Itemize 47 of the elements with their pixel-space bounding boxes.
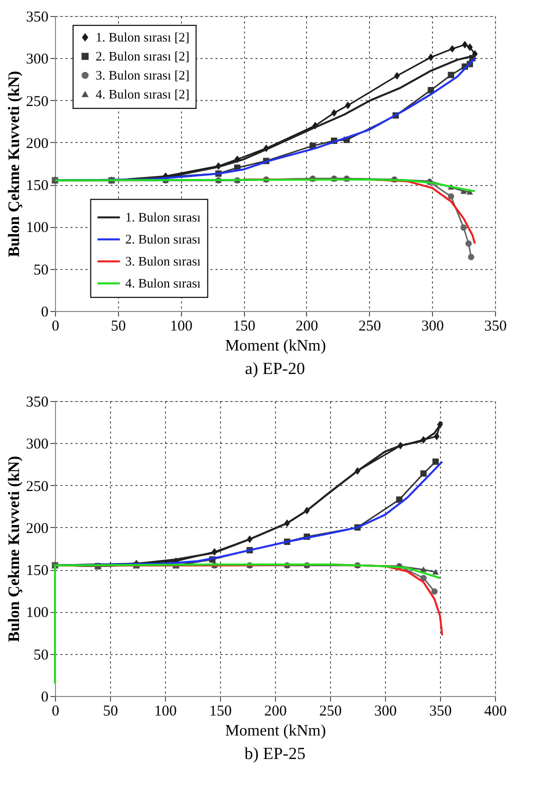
y-tick-label: 150 (26, 563, 48, 580)
y-tick-label: 0 (41, 304, 48, 320)
legend-label: 2. Bulon sırası (125, 231, 202, 246)
x-tick-label: 0 (52, 704, 60, 720)
x-tick-label: 300 (421, 318, 444, 334)
y-tick-label: 200 (26, 136, 48, 152)
x-tick-label: 200 (296, 318, 318, 334)
y-tick-label: 350 (26, 10, 48, 26)
y-tick-label: 100 (26, 605, 48, 622)
x-axis-title: Moment (kNm) (225, 722, 326, 740)
legend-label: 2. Bulon sırası [2] (96, 48, 190, 64)
legend-label: 3. Bulon sırası [2] (96, 67, 190, 82)
x-tick-label: 250 (319, 704, 342, 720)
y-tick-label: 300 (26, 52, 48, 68)
legend-label: 3. Bulon sırası (125, 253, 202, 268)
x-tick-label: 100 (154, 704, 177, 720)
y-tick-label: 50 (34, 262, 48, 278)
x-tick-label: 0 (52, 318, 60, 334)
x-tick-label: 50 (110, 318, 126, 334)
y-tick-label: 300 (26, 436, 48, 453)
y-tick-label: 250 (26, 478, 48, 495)
y-tick-label: 200 (26, 520, 48, 537)
y-axis-title: Bulon Çekme Kuvveti (kN) (6, 456, 23, 642)
y-tick-label: 150 (26, 178, 48, 194)
y-tick-label: 350 (26, 394, 48, 410)
x-tick-label: 300 (374, 704, 397, 720)
legend-label: 1. Bulon sırası [2] (96, 29, 190, 44)
text: b) EP-25 (244, 744, 306, 763)
legend-label: 1. Bulon sırası (125, 209, 202, 224)
x-tick-label: 350 (429, 704, 452, 720)
x-tick-label: 100 (170, 318, 192, 334)
x-tick-label: 50 (103, 704, 118, 720)
x-tick-label: 250 (358, 318, 382, 334)
y-tick-label: 50 (34, 647, 48, 664)
y-tick-label: 250 (26, 94, 48, 110)
x-tick-label: 200 (264, 704, 287, 720)
x-tick-label: 150 (209, 704, 232, 720)
y-axis-title: Bulon Çekme Kuvveti (kN) (6, 70, 23, 258)
x-tick-label: 150 (232, 318, 256, 334)
legend-label: 4. Bulon sırası (125, 275, 202, 290)
text: a) EP-20 (245, 359, 305, 378)
y-tick-label: 0 (41, 690, 48, 706)
x-tick-label: 350 (484, 318, 507, 334)
legend-label: 4. Bulon sırası [2] (96, 86, 190, 102)
x-tick-label: 400 (484, 704, 507, 720)
x-axis-title: Moment (kNm) (225, 338, 326, 354)
y-tick-label: 100 (26, 220, 48, 236)
